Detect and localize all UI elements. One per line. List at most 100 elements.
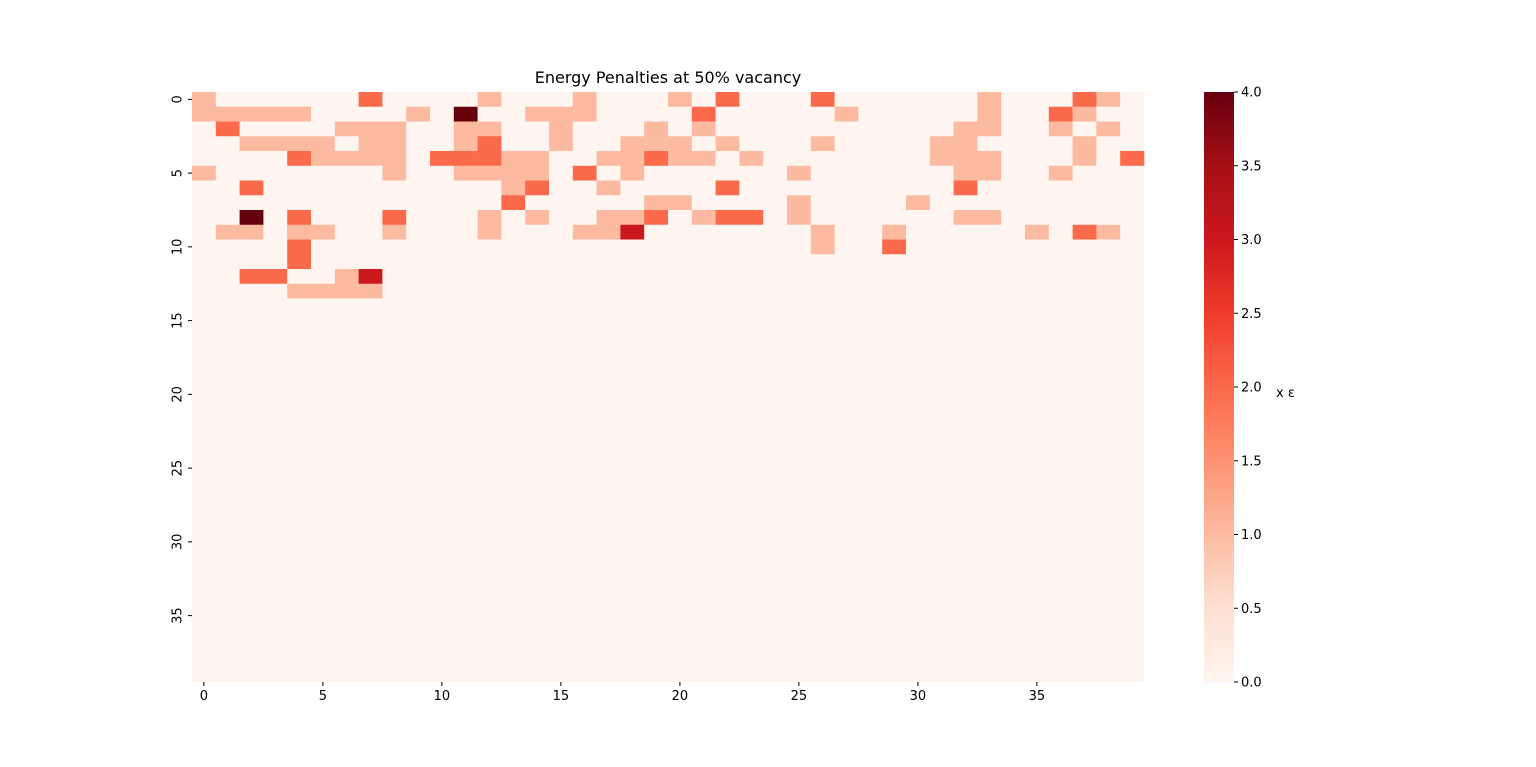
heatmap-cell [882, 416, 907, 432]
heatmap-cell [382, 505, 407, 521]
heatmap-cell [334, 180, 359, 196]
heatmap-cell [763, 534, 788, 550]
colorbar-tick-label: 0.0 [1241, 676, 1262, 691]
x-tick-label: 25 [791, 689, 808, 704]
heatmap-cell [596, 180, 621, 196]
heatmap-cell [1025, 431, 1050, 447]
heatmap-cell [382, 578, 407, 594]
heatmap-cell [691, 637, 716, 653]
heatmap-cell [787, 224, 812, 240]
heatmap-cell [192, 593, 217, 609]
heatmap-cell [501, 224, 526, 240]
heatmap-cell [311, 431, 336, 447]
heatmap-cell [929, 505, 954, 521]
heatmap-cell [668, 460, 693, 476]
heatmap-cell [263, 578, 288, 594]
heatmap-cell [1025, 652, 1050, 668]
heatmap-cell [215, 165, 240, 181]
heatmap-cell [1025, 475, 1050, 491]
heatmap-cell [834, 372, 859, 388]
heatmap-cell [525, 106, 550, 122]
heatmap-cell [453, 269, 478, 285]
heatmap-cell [834, 298, 859, 314]
heatmap-cell [977, 387, 1002, 403]
heatmap-cell [1072, 195, 1097, 211]
heatmap-cell [668, 505, 693, 521]
heatmap-cell [239, 254, 264, 270]
heatmap-cell [1072, 505, 1097, 521]
heatmap-cell [1001, 549, 1026, 565]
heatmap-cell [977, 564, 1002, 580]
heatmap-cell [1025, 239, 1050, 255]
heatmap-cell [501, 652, 526, 668]
heatmap-cell [1120, 534, 1145, 550]
heatmap-cell [906, 387, 931, 403]
heatmap-cell [501, 269, 526, 285]
heatmap-cell [477, 195, 502, 211]
heatmap-cell [1001, 210, 1026, 226]
heatmap-cell [239, 519, 264, 535]
heatmap-cell [644, 254, 669, 270]
heatmap-cell [1120, 401, 1145, 417]
heatmap-cell [882, 505, 907, 521]
heatmap-cell [334, 652, 359, 668]
heatmap-cell [358, 180, 383, 196]
heatmap-cell [525, 416, 550, 432]
heatmap-cell [1072, 460, 1097, 476]
heatmap-cell [501, 195, 526, 211]
heatmap-cell [953, 313, 978, 329]
heatmap-cell [549, 490, 574, 506]
heatmap-cell [620, 269, 645, 285]
heatmap-cell [810, 92, 835, 108]
heatmap-cell [382, 534, 407, 550]
heatmap-cell [1025, 210, 1050, 226]
heatmap-cell [192, 313, 217, 329]
heatmap-cell [1072, 254, 1097, 270]
heatmap-cell [644, 269, 669, 285]
heatmap-cell [596, 460, 621, 476]
heatmap-cell [763, 401, 788, 417]
heatmap-cell [287, 313, 312, 329]
heatmap-cell [715, 431, 740, 447]
heatmap-cell [977, 92, 1002, 108]
heatmap-cell [525, 519, 550, 535]
heatmap-cell [311, 387, 336, 403]
heatmap-cell [906, 578, 931, 594]
heatmap-cell [691, 328, 716, 344]
heatmap-cell [287, 151, 312, 167]
heatmap-cell [1096, 564, 1121, 580]
heatmap-cell [406, 460, 431, 476]
heatmap-cell [311, 564, 336, 580]
heatmap-cell [810, 549, 835, 565]
heatmap-cell [620, 165, 645, 181]
heatmap-cell [929, 387, 954, 403]
heatmap-cell [882, 180, 907, 196]
colorbar-tick-label: 3.5 [1241, 159, 1262, 174]
heatmap-cell [906, 519, 931, 535]
heatmap-cell [715, 195, 740, 211]
heatmap-cell [668, 239, 693, 255]
heatmap-cell [334, 637, 359, 653]
heatmap-cell [620, 283, 645, 299]
heatmap-cell [1120, 357, 1145, 373]
heatmap-cell [906, 92, 931, 108]
heatmap-cell [549, 460, 574, 476]
heatmap-cell [787, 92, 812, 108]
heatmap-cells [192, 92, 1145, 683]
heatmap-cell [192, 652, 217, 668]
heatmap-cell [929, 549, 954, 565]
heatmap-cell [430, 623, 455, 639]
heatmap-cell [287, 254, 312, 270]
heatmap-cell [953, 593, 978, 609]
heatmap-cell [358, 637, 383, 653]
heatmap-cell [239, 372, 264, 388]
heatmap-cell [834, 165, 859, 181]
heatmap-cell [739, 652, 764, 668]
heatmap-cell [525, 401, 550, 417]
heatmap-cell [334, 549, 359, 565]
heatmap-cell [287, 180, 312, 196]
heatmap-cell [977, 342, 1002, 358]
heatmap-cell [715, 151, 740, 167]
heatmap-cell [1001, 519, 1026, 535]
heatmap-cell [477, 106, 502, 122]
